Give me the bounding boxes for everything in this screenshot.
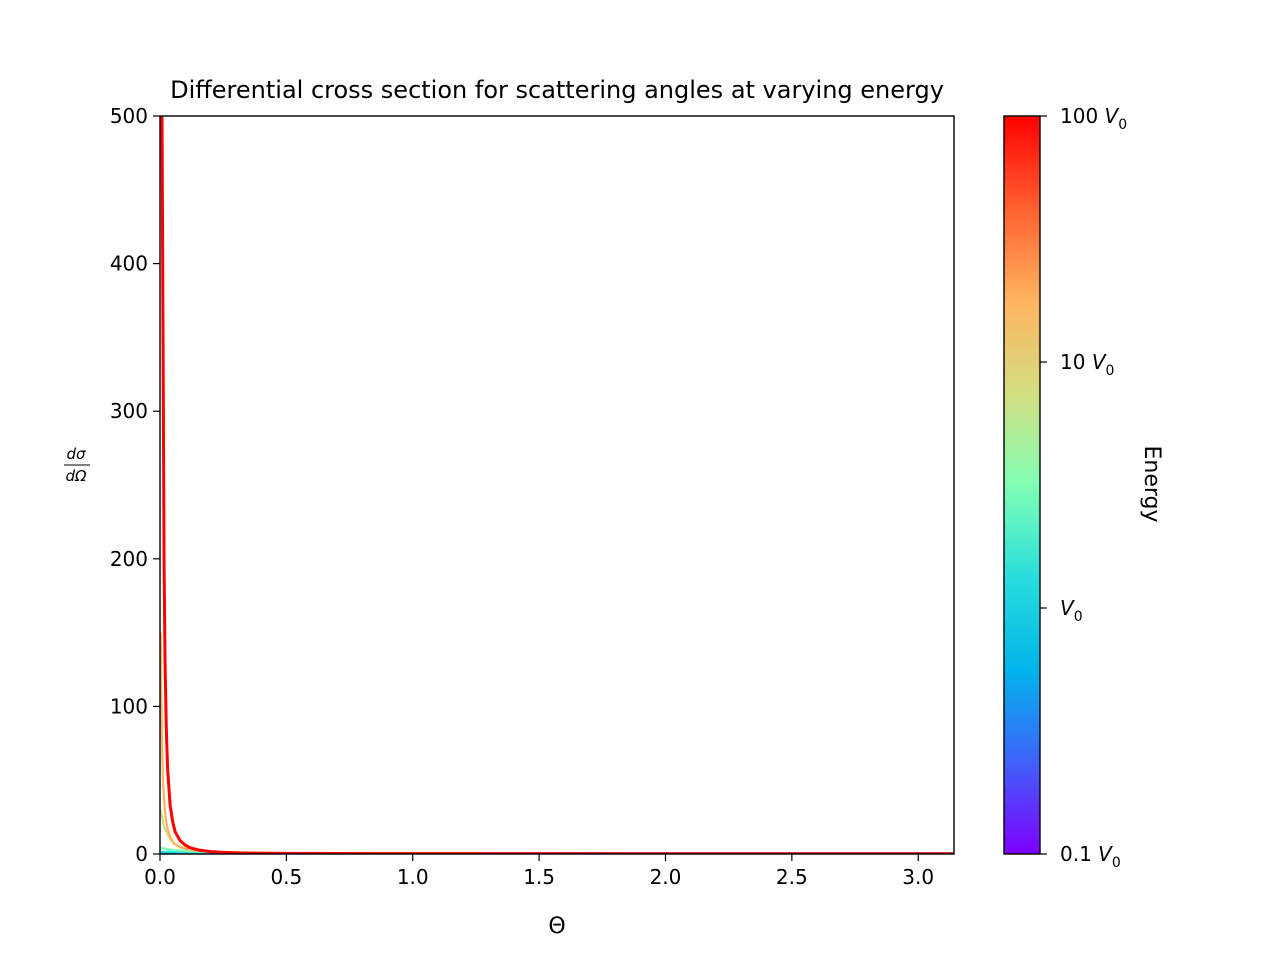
y-tick-label: 300 xyxy=(110,399,148,423)
x-axis-label: Θ xyxy=(548,914,565,939)
x-axis-ticks: 0.0 0.5 1.0 1.5 2.0 2.5 3.0 xyxy=(144,854,934,889)
y-tick-label: 400 xyxy=(110,252,148,276)
x-tick-label: 1.0 xyxy=(397,865,429,889)
colorbar-fill xyxy=(1004,116,1040,854)
colorbar-tick-label: 0.1 V0 xyxy=(1060,842,1121,871)
chart-title: Differential cross section for scatterin… xyxy=(170,76,944,104)
plot-background xyxy=(160,116,954,854)
x-tick-label: 2.5 xyxy=(776,865,808,889)
plot-frame xyxy=(159,115,955,855)
x-tick-label: 2.0 xyxy=(650,865,682,889)
x-tick-label: 0.5 xyxy=(270,865,302,889)
y-tick-label: 200 xyxy=(110,547,148,571)
y-tick-label: 100 xyxy=(110,694,148,718)
y-axis-label-denominator: dΩ xyxy=(66,467,88,485)
x-tick-label: 3.0 xyxy=(902,865,934,889)
colorbar-ticks: 0.1 V0 V0 10 V0 100 V0 xyxy=(1040,104,1127,871)
y-axis-label: dσ dΩ xyxy=(64,445,90,485)
colorbar-label: Energy xyxy=(1139,445,1164,522)
colorbar-frame xyxy=(1003,115,1041,855)
colorbar-tick-label: 10 V0 xyxy=(1060,350,1114,379)
colorbar-tick-label: V0 xyxy=(1060,596,1083,625)
y-axis-ticks: 0 100 200 300 400 500 xyxy=(110,104,160,866)
x-tick-label: 1.5 xyxy=(523,865,555,889)
plot-area xyxy=(159,115,955,855)
y-tick-label: 500 xyxy=(110,104,148,128)
x-tick-label: 0.0 xyxy=(144,865,176,889)
colorbar: 0.1 V0 V0 10 V0 100 V0 Energy xyxy=(1003,104,1164,871)
colorbar-tick-label: 100 V0 xyxy=(1060,104,1127,133)
y-tick-label: 0 xyxy=(135,842,148,866)
y-axis-label-numerator: dσ xyxy=(66,445,86,463)
